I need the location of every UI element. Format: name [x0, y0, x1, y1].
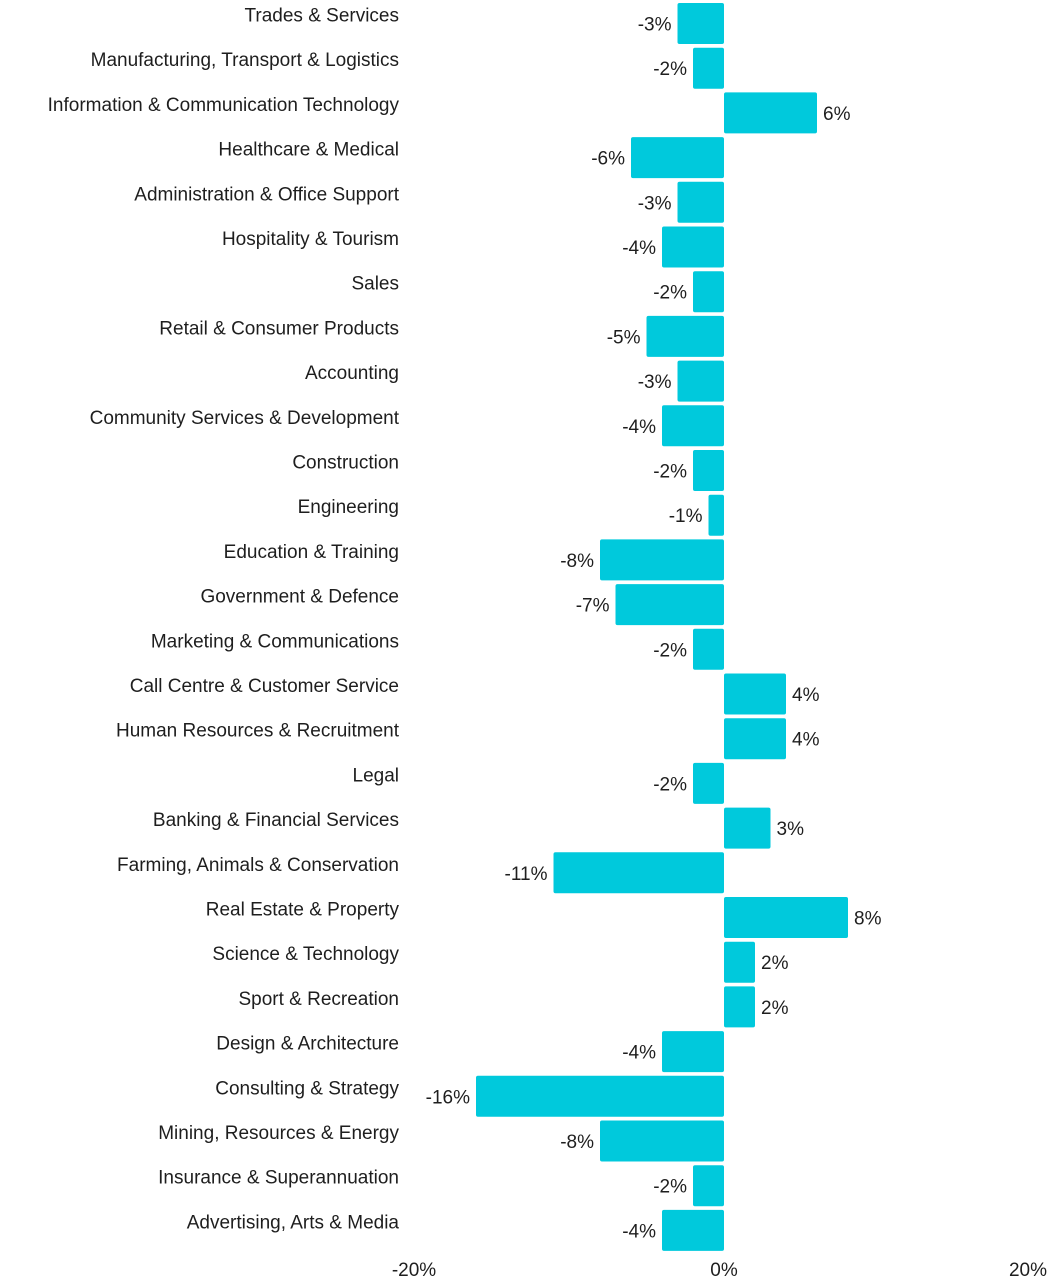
- bar: [693, 628, 724, 670]
- value-label: 2%: [761, 998, 789, 1019]
- category-label: Science & Technology: [212, 944, 399, 965]
- bar: [615, 584, 724, 626]
- bar: [662, 1209, 724, 1251]
- bars-group: [476, 3, 848, 1251]
- value-label: -4%: [622, 238, 656, 259]
- bar: [724, 807, 771, 849]
- bar: [724, 673, 786, 715]
- value-label: -6%: [591, 149, 625, 170]
- category-label: Engineering: [298, 497, 399, 518]
- x-tick-label: 20%: [1009, 1260, 1047, 1280]
- bar: [693, 450, 724, 491]
- category-label: Hospitality & Tourism: [222, 229, 399, 250]
- category-label: Information & Communication Technology: [48, 95, 400, 116]
- value-label: -2%: [653, 1177, 687, 1198]
- value-label: -2%: [653, 283, 687, 304]
- bar: [693, 1165, 724, 1207]
- category-label: Healthcare & Medical: [218, 140, 399, 161]
- category-label: Consulting & Strategy: [215, 1078, 399, 1099]
- category-label: Human Resources & Recruitment: [116, 721, 400, 742]
- value-label: -3%: [638, 193, 672, 214]
- value-label: -5%: [607, 327, 641, 348]
- bar: [662, 226, 724, 268]
- bar: [724, 718, 786, 760]
- category-label: Retail & Consumer Products: [159, 318, 399, 339]
- category-label: Legal: [353, 765, 400, 786]
- category-label: Mining, Resources & Energy: [158, 1123, 399, 1144]
- category-label: Banking & Financial Services: [153, 810, 399, 831]
- bar: [693, 271, 724, 313]
- value-label: -11%: [505, 864, 548, 885]
- value-labels: -3% -2% 6% -6% -3% -4% -2% -5% -3% -4% -2% -1% -8% -7…: [426, 15, 882, 1243]
- bar: [600, 1120, 724, 1162]
- category-labels: Trades & Services Manufacturing, Transpor…: [48, 6, 400, 1234]
- category-label: Trades & Services: [244, 6, 399, 27]
- value-label: -16%: [426, 1087, 470, 1108]
- value-label: 4%: [792, 730, 820, 751]
- category-label: Farming, Animals & Conservation: [117, 855, 399, 876]
- category-label: Manufacturing, Transport & Logistics: [91, 50, 399, 71]
- value-label: -2%: [653, 640, 687, 661]
- category-label: Administration & Office Support: [134, 184, 399, 205]
- value-label: -4%: [622, 1043, 656, 1064]
- category-label: Sport & Recreation: [238, 989, 399, 1010]
- category-label: Real Estate & Property: [206, 900, 400, 921]
- bar: [724, 897, 848, 938]
- value-label: 3%: [777, 819, 805, 840]
- category-label: Insurance & Superannuation: [158, 1168, 399, 1189]
- value-label: 6%: [823, 104, 851, 125]
- value-label: 2%: [761, 953, 789, 974]
- category-label: Sales: [351, 274, 399, 295]
- value-label: -8%: [560, 551, 594, 572]
- bar: [631, 137, 724, 179]
- bar: [662, 1031, 724, 1073]
- bar: [708, 494, 724, 536]
- category-label: Education & Training: [224, 542, 399, 563]
- value-label: -4%: [622, 1221, 656, 1242]
- value-label: -3%: [638, 372, 672, 393]
- value-label: -2%: [653, 774, 687, 795]
- bar: [476, 1075, 724, 1117]
- value-label: 8%: [854, 909, 882, 930]
- value-label: -3%: [638, 15, 672, 36]
- x-tick-label: 0%: [710, 1260, 738, 1280]
- bar: [693, 47, 724, 89]
- bar: [724, 941, 755, 983]
- category-label: Construction: [292, 453, 399, 474]
- value-label: -1%: [669, 506, 703, 527]
- value-label: -4%: [622, 417, 656, 438]
- bar: [553, 852, 724, 894]
- category-label: Community Services & Development: [90, 408, 400, 429]
- value-label: -2%: [653, 59, 687, 80]
- category-label: Government & Defence: [200, 587, 399, 608]
- value-label: -2%: [653, 462, 687, 483]
- bar: [724, 986, 755, 1028]
- bar: [600, 539, 724, 581]
- bar: [662, 405, 724, 447]
- bar: [724, 92, 817, 134]
- bar: [677, 181, 724, 223]
- x-axis-ticks: -20% 0% 20%: [392, 1260, 1047, 1280]
- category-label: Marketing & Communications: [151, 631, 399, 652]
- value-label: 4%: [792, 685, 820, 706]
- category-label: Accounting: [305, 363, 399, 384]
- category-label: Design & Architecture: [216, 1034, 399, 1055]
- bar: [677, 360, 724, 402]
- x-tick-label: -20%: [392, 1260, 436, 1280]
- bar: [693, 762, 724, 804]
- value-label: -8%: [560, 1132, 594, 1153]
- category-label: Advertising, Arts & Media: [187, 1212, 400, 1233]
- bar: [677, 3, 724, 44]
- value-label: -7%: [576, 596, 610, 617]
- category-label: Call Centre & Customer Service: [130, 676, 399, 697]
- bar: [646, 315, 724, 357]
